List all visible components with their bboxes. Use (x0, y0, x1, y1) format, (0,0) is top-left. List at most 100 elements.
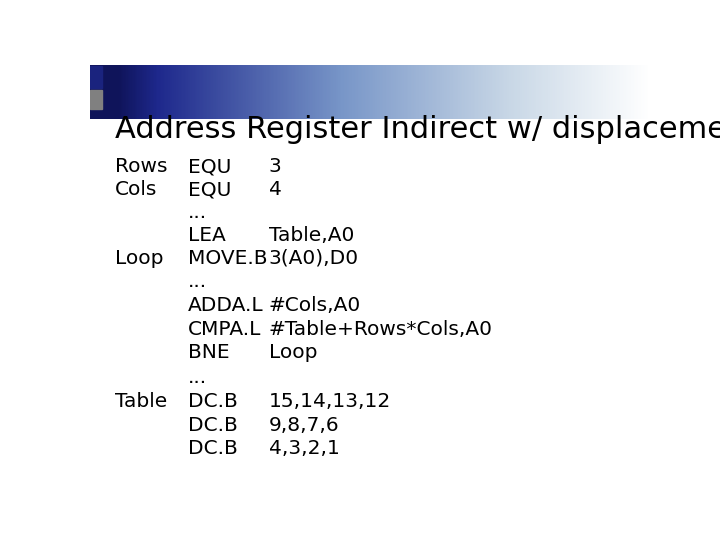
Bar (634, 65, 636, 119)
Text: #Table+Rows*Cols,A0: #Table+Rows*Cols,A0 (269, 320, 492, 339)
Bar (249, 65, 251, 119)
Bar (325, 65, 328, 119)
Bar (347, 65, 348, 119)
Bar (398, 65, 400, 119)
Bar (337, 65, 339, 119)
Bar (140, 65, 142, 119)
Text: Address Register Indirect w/ displacement: Address Register Indirect w/ displacemen… (115, 114, 720, 144)
Bar (591, 65, 593, 119)
Bar (97, 65, 99, 119)
Bar (459, 65, 460, 119)
Bar (553, 65, 555, 119)
Bar (600, 65, 603, 119)
Bar (108, 65, 110, 119)
Bar (429, 65, 431, 119)
Bar (365, 65, 366, 119)
Bar (631, 65, 633, 119)
Bar (608, 65, 610, 119)
Bar (593, 65, 594, 119)
Bar (495, 65, 497, 119)
Bar (390, 65, 392, 119)
Bar (407, 65, 409, 119)
Bar (641, 65, 643, 119)
Bar (190, 65, 192, 119)
Bar (516, 65, 518, 119)
Bar (172, 65, 174, 119)
Bar (523, 65, 524, 119)
Bar (376, 65, 378, 119)
Bar (93, 65, 95, 119)
Bar (263, 65, 265, 119)
Bar (204, 65, 207, 119)
Bar (135, 65, 137, 119)
Bar (258, 65, 261, 119)
Bar (167, 65, 168, 119)
Bar (163, 65, 164, 119)
Bar (584, 65, 586, 119)
Bar (472, 65, 474, 119)
Bar (104, 65, 106, 119)
Bar (615, 65, 616, 119)
Bar (234, 65, 235, 119)
Bar (196, 65, 198, 119)
Bar (554, 65, 557, 119)
Bar (349, 65, 351, 119)
Bar (410, 65, 411, 119)
Bar (217, 65, 219, 119)
Bar (235, 65, 237, 119)
Text: ADDA.L: ADDA.L (188, 296, 264, 315)
Bar (301, 65, 302, 119)
Bar (606, 65, 608, 119)
Bar (240, 65, 243, 119)
Bar (346, 65, 347, 119)
Bar (443, 65, 445, 119)
Bar (255, 65, 256, 119)
Bar (467, 65, 469, 119)
Text: 3: 3 (269, 157, 282, 176)
Bar (331, 65, 333, 119)
Bar (575, 65, 577, 119)
Bar (603, 65, 606, 119)
Bar (248, 65, 250, 119)
Bar (362, 65, 364, 119)
Bar (513, 65, 515, 119)
Bar (266, 65, 268, 119)
Bar (153, 65, 155, 119)
Bar (544, 65, 545, 119)
Bar (387, 65, 389, 119)
Bar (340, 65, 342, 119)
Bar (617, 65, 619, 119)
Bar (569, 65, 570, 119)
Bar (199, 65, 201, 119)
Bar (502, 65, 503, 119)
Bar (420, 65, 423, 119)
Bar (166, 65, 167, 119)
Bar (503, 65, 505, 119)
Bar (368, 65, 369, 119)
Bar (303, 65, 305, 119)
Bar (459, 65, 462, 119)
Bar (181, 65, 183, 119)
Bar (526, 65, 527, 119)
Bar (408, 65, 410, 119)
Bar (338, 65, 341, 119)
Bar (126, 65, 128, 119)
Bar (258, 65, 259, 119)
Bar (511, 65, 513, 119)
Bar (122, 65, 124, 119)
Bar (305, 65, 307, 119)
Bar (151, 65, 153, 119)
Bar (505, 65, 508, 119)
Bar (599, 65, 601, 119)
Bar (188, 65, 189, 119)
Bar (225, 65, 228, 119)
Text: Rows: Rows (115, 157, 168, 176)
Bar (252, 65, 253, 119)
Bar (436, 65, 438, 119)
Bar (230, 65, 231, 119)
Bar (587, 65, 588, 119)
Bar (517, 65, 519, 119)
Bar (102, 65, 104, 119)
Bar (492, 65, 494, 119)
Bar (156, 65, 158, 119)
